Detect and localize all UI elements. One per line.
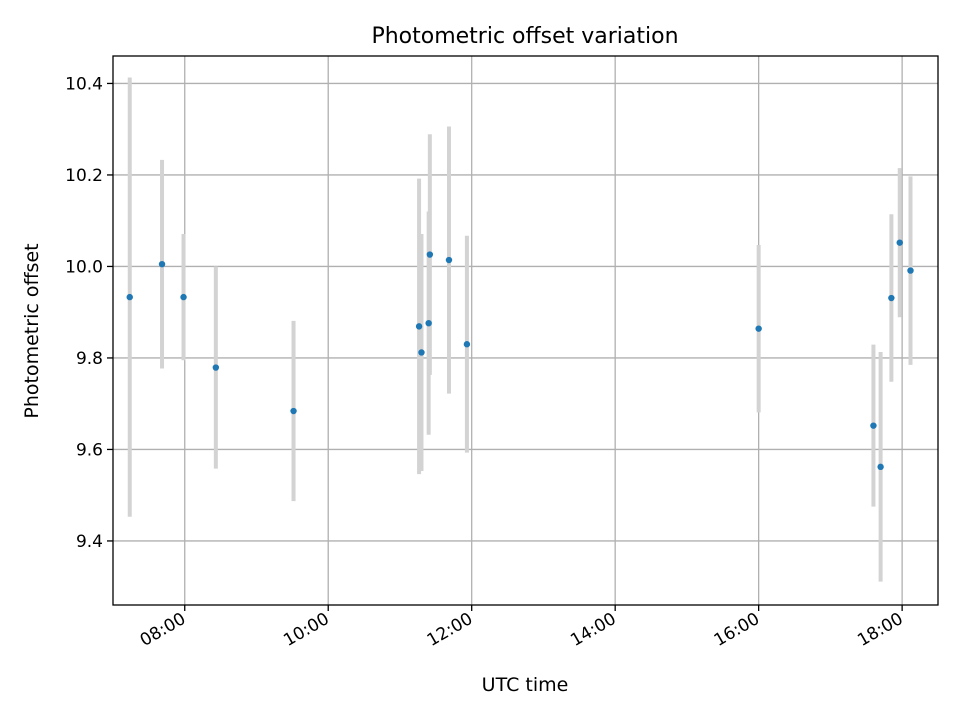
y-tick-label: 10.4 — [65, 74, 103, 94]
y-tick-label: 10.2 — [65, 166, 103, 186]
plot-frame — [112, 55, 939, 606]
data-point — [888, 294, 895, 302]
y-tick-label: 10.0 — [65, 257, 103, 277]
chart-title: Photometric offset variation — [371, 24, 678, 49]
data-point — [870, 422, 877, 429]
data-point — [126, 293, 133, 301]
data-point — [445, 256, 453, 264]
data-points — [126, 239, 914, 471]
data-point — [463, 341, 471, 348]
y-axis: 9.4 9.6 9.8 10.0 10.2 10.4 — [65, 74, 113, 552]
data-point — [425, 319, 432, 327]
data-point — [896, 239, 903, 246]
y-axis-label: Photometric offset — [21, 243, 43, 418]
y-tick-label: 9.6 — [76, 440, 103, 460]
x-axis-label: UTC time — [482, 674, 569, 696]
data-point — [290, 407, 297, 415]
data-point — [180, 293, 187, 301]
data-point — [212, 364, 220, 371]
y-tick-label: 9.4 — [76, 532, 103, 552]
data-point — [158, 260, 166, 268]
data-point — [755, 325, 762, 332]
data-point — [877, 463, 884, 471]
data-point — [415, 323, 423, 330]
y-tick-label: 9.8 — [76, 349, 103, 369]
data-point — [907, 267, 914, 274]
data-point — [418, 349, 425, 356]
data-point — [426, 251, 434, 258]
